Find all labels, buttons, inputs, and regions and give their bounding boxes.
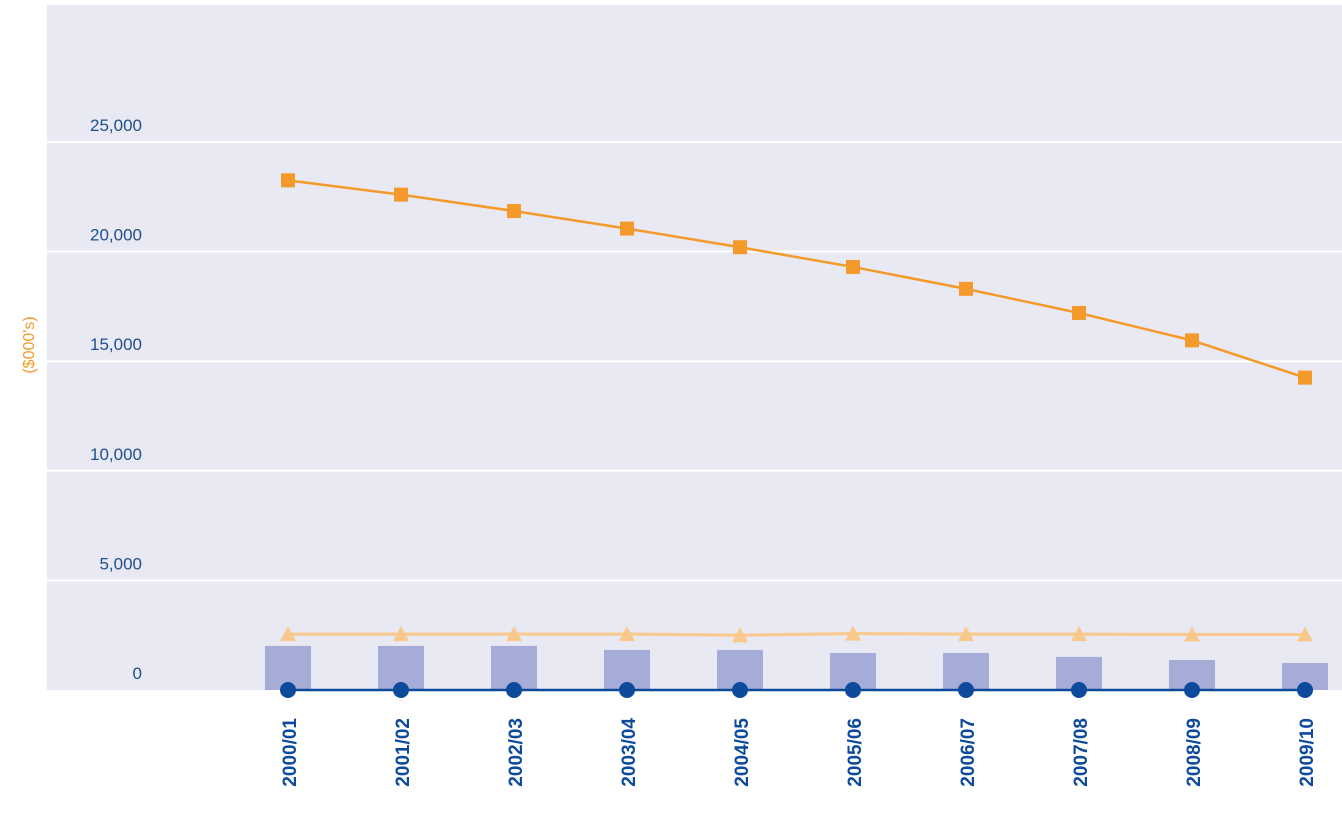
y-axis-label: ($000's) (21, 316, 38, 373)
marker (1185, 333, 1199, 348)
marker (1071, 626, 1087, 642)
marker (1297, 682, 1313, 698)
x-tick-label: 2005/06 (845, 718, 866, 787)
x-tick-label: 2001/02 (393, 718, 414, 787)
marker (393, 682, 409, 698)
marker (1071, 682, 1087, 698)
marker (1184, 682, 1200, 698)
marker (619, 626, 635, 642)
y-tick-label: 20,000 (90, 226, 142, 245)
marker (1298, 370, 1312, 385)
plot-background (47, 5, 1342, 690)
marker (845, 625, 861, 641)
marker (1072, 305, 1086, 320)
x-tick-label: 2004/05 (732, 718, 753, 787)
marker (732, 682, 748, 698)
marker (733, 240, 747, 255)
x-tick-label: 2003/04 (619, 718, 640, 787)
x-tick-label: 2006/07 (958, 718, 979, 787)
y-tick-label: 0 (133, 664, 142, 683)
x-tick-label: 2007/08 (1071, 718, 1092, 787)
marker (732, 627, 748, 643)
marker (959, 281, 973, 296)
marker (1184, 626, 1200, 642)
marker (394, 187, 408, 202)
y-tick-label: 10,000 (90, 445, 142, 464)
y-tick-label: 5,000 (99, 554, 142, 573)
marker (281, 173, 295, 188)
x-tick-label: 2008/09 (1184, 718, 1205, 787)
marker (958, 626, 974, 642)
line (287, 179, 1306, 379)
y-tick-label: 15,000 (90, 335, 142, 354)
x-tick-label: 2002/03 (506, 718, 527, 787)
x-tick-label: 2000/01 (280, 718, 301, 787)
marker (845, 682, 861, 698)
x-tick-label: 2009/10 (1297, 718, 1318, 787)
marker (619, 682, 635, 698)
y-tick-label: 25,000 (90, 116, 142, 135)
line (288, 632, 1305, 637)
marker (507, 204, 521, 219)
marker (506, 626, 522, 642)
marker (620, 221, 634, 236)
marker (846, 259, 860, 274)
marker (393, 626, 409, 642)
marker (280, 626, 296, 642)
marker (506, 682, 522, 698)
marker (958, 682, 974, 698)
marker (280, 682, 296, 698)
marker (1297, 626, 1313, 642)
